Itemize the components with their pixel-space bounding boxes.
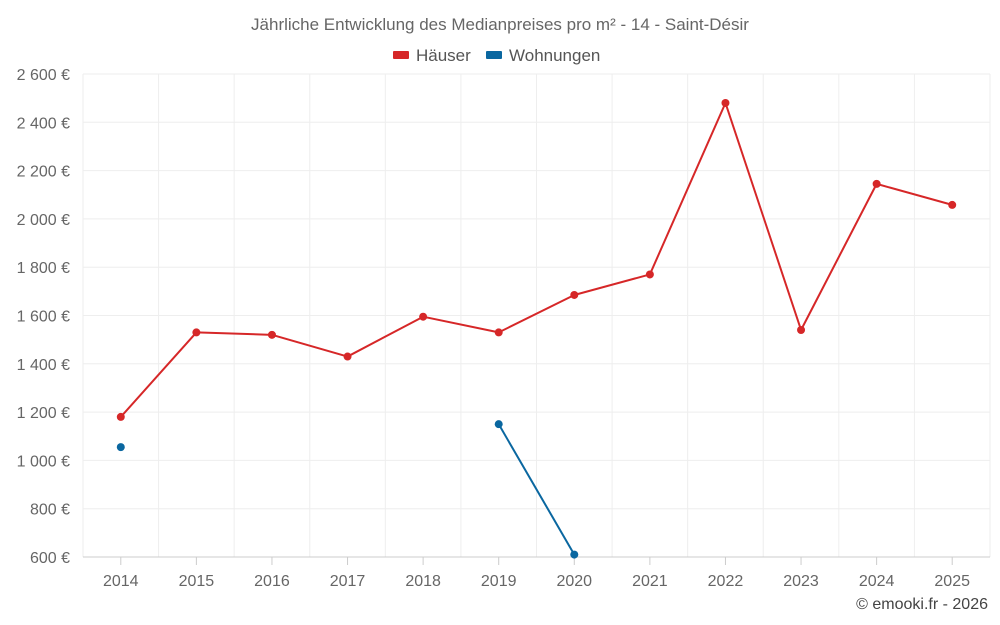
data-point-haeuser-2015[interactable]: [192, 328, 201, 337]
series-layer: [116, 98, 957, 559]
legend-swatch-wohnungen: [486, 51, 502, 59]
x-tick-label: 2024: [859, 573, 895, 590]
x-tick-label: 2017: [330, 573, 366, 590]
credit-text: © emooki.fr - 2026: [856, 596, 988, 613]
x-tick-label: 2020: [556, 573, 592, 590]
y-tick-label: 1 800 €: [17, 260, 70, 277]
x-tick-label: 2015: [179, 573, 215, 590]
x-tick-label: 2023: [783, 573, 819, 590]
series-line-haeuser: [120, 101, 953, 418]
x-axis-ticks: 2014 2015 2016 2017 2018 2019 2020 2021 2022 2023…: [103, 557, 970, 590]
y-tick-label: 2 400 €: [17, 115, 70, 132]
data-point-haeuser-2025[interactable]: [948, 200, 957, 209]
x-tick-label: 2021: [632, 573, 668, 590]
x-tick-label: 2022: [708, 573, 744, 590]
data-point-wohnungen-2019[interactable]: [494, 420, 503, 429]
y-tick-label: 2 200 €: [17, 164, 70, 181]
x-tick-label: 2014: [103, 573, 139, 590]
data-point-wohnungen-2014[interactable]: [116, 443, 125, 452]
y-tick-label: 600 €: [30, 550, 70, 567]
y-tick-label: 1 000 €: [17, 453, 70, 470]
data-point-haeuser-2016[interactable]: [267, 330, 276, 339]
gridlines: [82, 73, 991, 558]
data-point-haeuser-2024[interactable]: [872, 179, 881, 188]
data-point-haeuser-2019[interactable]: [494, 328, 503, 337]
y-tick-label: 1 600 €: [17, 309, 70, 326]
legend-swatch-haeuser: [393, 51, 409, 59]
chart-title: Jährliche Entwicklung des Medianpreises …: [251, 15, 749, 34]
data-point-haeuser-2021[interactable]: [645, 270, 654, 279]
data-point-haeuser-2022[interactable]: [721, 98, 730, 107]
y-tick-label: 1 200 €: [17, 405, 70, 422]
legend-item-haeuser[interactable]: Häuser: [393, 46, 471, 65]
legend-label-wohnungen: Wohnungen: [509, 46, 600, 65]
x-tick-label: 2018: [405, 573, 441, 590]
data-point-haeuser-2023[interactable]: [797, 325, 806, 334]
legend-item-wohnungen[interactable]: Wohnungen: [486, 46, 600, 65]
legend-label-haeuser: Häuser: [416, 46, 471, 65]
series-line-wohnungen: [497, 423, 576, 556]
data-point-haeuser-2018[interactable]: [419, 312, 428, 321]
data-point-haeuser-2017[interactable]: [343, 352, 352, 361]
data-point-haeuser-2020[interactable]: [570, 290, 579, 299]
data-point-haeuser-2014[interactable]: [116, 412, 125, 421]
data-point-wohnungen-2020[interactable]: [570, 550, 579, 559]
x-tick-label: 2025: [934, 573, 970, 590]
x-tick-label: 2019: [481, 573, 517, 590]
y-tick-label: 1 400 €: [17, 357, 70, 374]
y-tick-label: 2 000 €: [17, 212, 70, 229]
y-axis-ticks: 600 € 800 € 1 000 € 1 200 € 1 400 € 1 600 € 1 …: [17, 67, 70, 567]
y-tick-label: 800 €: [30, 502, 70, 519]
y-tick-label: 2 600 €: [17, 67, 70, 84]
x-tick-label: 2016: [254, 573, 290, 590]
legend: Häuser Wohnungen: [393, 46, 600, 65]
